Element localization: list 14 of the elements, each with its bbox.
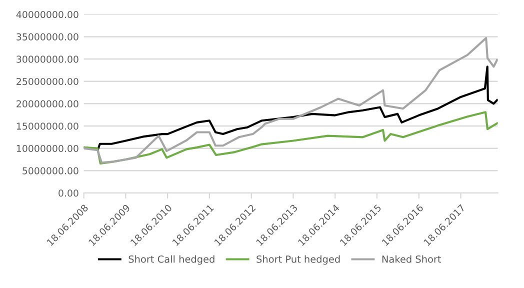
y-tick-label: 40000000.00 xyxy=(16,10,78,18)
y-tick-label: 35000000.00 xyxy=(16,33,78,40)
line-series xyxy=(84,111,498,165)
y-tick-label: 20000000.00 xyxy=(16,100,78,108)
y-tick-label: 15000000.00 xyxy=(16,122,78,130)
line-series xyxy=(84,37,498,164)
y-tick-label: 0.00 xyxy=(58,190,78,197)
legend-label: Naked Short xyxy=(382,255,442,263)
y-tick-label: 10000000.00 xyxy=(16,144,78,152)
y-tick-label: 25000000.00 xyxy=(16,78,78,86)
legend-label: Short Put hedged xyxy=(256,255,340,265)
y-tick-label: 30000000.00 xyxy=(16,56,78,63)
legend-label: Short Call hedged xyxy=(128,255,214,265)
y-tick-label: 5000000.00 xyxy=(22,167,78,174)
